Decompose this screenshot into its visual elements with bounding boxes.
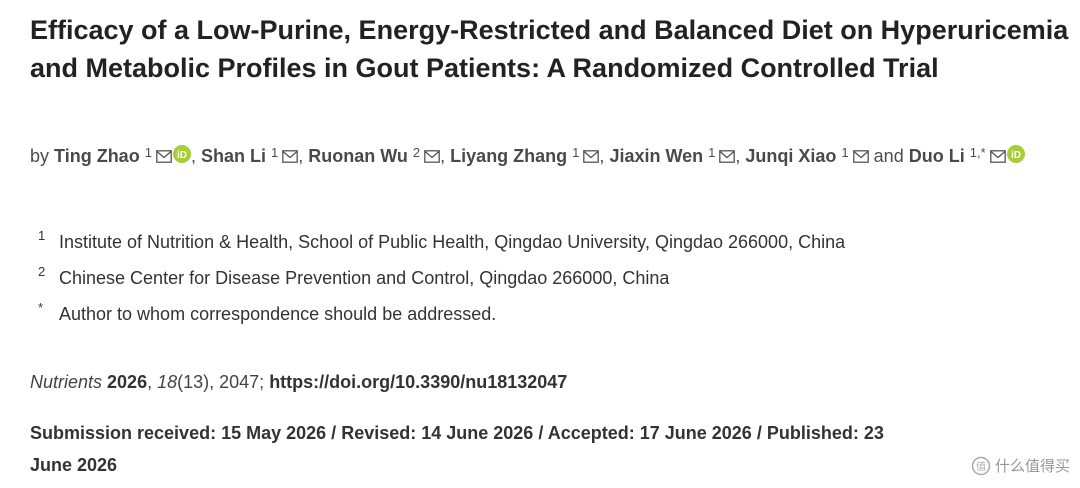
author-name[interactable]: Junqi Xiao bbox=[745, 146, 837, 166]
author-name[interactable]: Duo Li bbox=[908, 146, 965, 166]
citation-part: Nutrients bbox=[30, 372, 103, 392]
svg-text:iD: iD bbox=[1011, 150, 1021, 161]
author-affiliation-mark: 1,* bbox=[969, 145, 986, 160]
affiliation: * Author to whom correspondence should be… bbox=[38, 300, 845, 340]
date-separator: / bbox=[756, 423, 762, 443]
email-icon[interactable] bbox=[156, 150, 172, 163]
author-affiliation-mark: 2 bbox=[412, 145, 421, 160]
watermark: 值 什么值得买 bbox=[971, 455, 1070, 476]
author-name[interactable]: Shan Li bbox=[200, 146, 266, 166]
author-separator: , bbox=[599, 146, 605, 166]
author-name[interactable]: Liyang Zhang bbox=[450, 146, 568, 166]
email-icon[interactable] bbox=[989, 150, 1006, 163]
affiliation-mark: 2 bbox=[38, 264, 46, 279]
article-title: Efficacy of a Low-Purine, Energy-Restric… bbox=[30, 15, 1069, 83]
affiliation-text: Institute of Nutrition & Health, School … bbox=[59, 232, 846, 252]
date-entry: Published: 23 June 2026 bbox=[30, 423, 884, 475]
affiliations: 1 Institute of Nutrition & Health, School… bbox=[38, 228, 846, 340]
citation-part[interactable]: https://doi.org/10.3390/nu18132047 bbox=[269, 372, 568, 392]
author-name[interactable]: Jiaxin Wen bbox=[609, 146, 704, 166]
author-separator: , bbox=[298, 146, 304, 166]
affiliation-text: Author to whom correspondence should be … bbox=[59, 304, 497, 324]
email-icon[interactable] bbox=[282, 150, 299, 163]
author-separator: , bbox=[735, 146, 741, 166]
email-icon[interactable] bbox=[583, 150, 600, 163]
citation: Nutrients 2026, 18(13), 2047; https://do… bbox=[30, 372, 567, 393]
affiliation: 2 Chinese Center for Disease Prevention a… bbox=[38, 264, 845, 304]
author-separator: , bbox=[190, 146, 196, 166]
watermark-logo: 值 bbox=[971, 456, 991, 475]
author-affiliation-mark: 1 bbox=[841, 145, 849, 160]
citation-part: 2026 bbox=[102, 372, 148, 392]
affiliation-text: Chinese Center for Disease Prevention an… bbox=[59, 268, 670, 288]
author-affiliation-mark: 1 bbox=[270, 145, 279, 160]
citation-part: , bbox=[147, 372, 158, 392]
affiliation: 1 Institute of Nutrition & Health, School… bbox=[38, 228, 846, 268]
date-separator: / bbox=[331, 423, 337, 443]
author-list: by Ting Zhao 1 iD, Shan Li 1, Ruonan Wu 2, L… bbox=[30, 141, 1060, 172]
author-prefix: by bbox=[30, 146, 50, 166]
email-icon[interactable] bbox=[719, 150, 736, 163]
dates: Submission received: 15 May 2026 / Revis… bbox=[30, 418, 890, 481]
orcid-icon[interactable]: iD bbox=[172, 145, 191, 163]
email-icon[interactable] bbox=[852, 150, 869, 163]
orcid-icon[interactable]: iD bbox=[1006, 145, 1025, 163]
svg-text:iD: iD bbox=[177, 150, 187, 161]
author-name[interactable]: Ting Zhao bbox=[54, 146, 140, 166]
watermark-text: 什么值得买 bbox=[994, 458, 1070, 475]
email-icon[interactable] bbox=[424, 150, 440, 163]
affiliation-mark: 1 bbox=[38, 228, 46, 243]
date-separator: / bbox=[538, 423, 544, 443]
citation-part: 18 bbox=[157, 372, 178, 392]
author-affiliation-mark: 1 bbox=[572, 145, 580, 160]
date-entry: Accepted: 17 June 2026 bbox=[547, 423, 752, 443]
author-affiliation-mark: 1 bbox=[708, 145, 716, 160]
author-affiliation-mark: 1 bbox=[144, 145, 152, 160]
affiliation-mark: * bbox=[38, 300, 44, 315]
date-entry: Submission received: 15 May 2026 bbox=[30, 423, 327, 443]
author-name[interactable]: Ruonan Wu bbox=[308, 146, 408, 166]
date-entry: Revised: 14 June 2026 bbox=[341, 423, 534, 443]
svg-text:值: 值 bbox=[976, 460, 986, 473]
citation-part: (13), 2047; bbox=[177, 372, 270, 392]
author-separator: , bbox=[440, 146, 446, 166]
author-conjunction: and bbox=[873, 146, 904, 166]
